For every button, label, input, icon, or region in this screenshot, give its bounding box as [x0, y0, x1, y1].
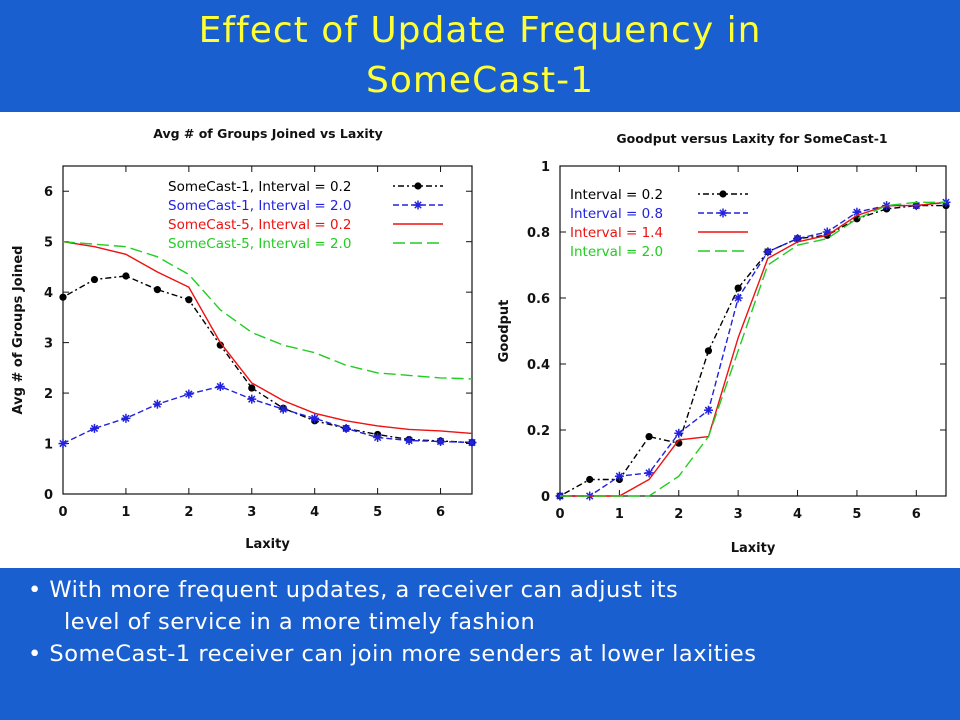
y-tick-label: 0.6 — [527, 292, 550, 307]
data-point — [373, 432, 383, 442]
x-tick-label: 1 — [615, 507, 624, 522]
data-point — [703, 405, 713, 415]
legend-label: Interval = 1.4 — [570, 225, 663, 241]
y-axis-label: Avg # of Groups Joined — [11, 246, 26, 415]
x-axis-label: Laxity — [245, 537, 290, 552]
data-point — [341, 423, 351, 433]
data-point — [58, 439, 68, 449]
plot-frame — [559, 165, 947, 497]
y-tick-label: 5 — [44, 236, 53, 251]
data-point — [310, 413, 320, 423]
x-tick-label: 1 — [121, 505, 130, 520]
series-line-4 — [560, 201, 946, 497]
x-tick-label: 4 — [793, 507, 802, 522]
bullet-item-2: • SomeCast-1 receiver can join more send… — [28, 641, 757, 667]
bullet-item-1-continued: level of service in a more timely fashio… — [64, 609, 536, 635]
data-point — [185, 296, 193, 304]
data-point — [718, 208, 728, 218]
data-point — [90, 275, 99, 284]
data-point — [436, 437, 446, 447]
series-line-3 — [62, 241, 473, 435]
x-tick-label: 0 — [58, 505, 67, 520]
data-point — [763, 247, 773, 257]
data-point — [152, 399, 162, 409]
data-point — [644, 468, 654, 478]
legend-label: SomeCast-1, Interval = 2.0 — [168, 198, 351, 214]
chart-title: Avg # of Groups Joined vs Laxity — [153, 126, 383, 141]
x-tick-label: 2 — [674, 507, 683, 522]
data-point — [153, 286, 161, 294]
legend-label: SomeCast-5, Interval = 2.0 — [168, 236, 351, 252]
x-tick-label: 6 — [436, 505, 445, 520]
groups-joined-chart: Avg # of Groups Joined vs Laxity 0 1 2 3 4 5 6 0… — [11, 126, 477, 552]
data-point — [414, 182, 422, 190]
series-line-1 — [559, 204, 946, 497]
data-point — [719, 190, 727, 198]
data-point — [733, 293, 743, 303]
x-tick-label: 5 — [852, 507, 861, 522]
charts-panel: Avg # of Groups Joined vs Laxity 0 1 2 3 4 5 6 0… — [0, 112, 960, 568]
x-tick-label: 4 — [310, 505, 319, 520]
x-tick-label: 6 — [912, 507, 921, 522]
x-tick-label: 3 — [247, 505, 256, 520]
data-point — [413, 200, 423, 210]
data-point — [404, 436, 414, 446]
legend-label: Interval = 2.0 — [570, 244, 663, 260]
chart-title: Goodput versus Laxity for SomeCast-1 — [616, 131, 887, 146]
bullet-list: • With more frequent updates, a receiver… — [28, 574, 958, 670]
y-tick-label: 1 — [44, 438, 53, 453]
y-tick-label: 0.2 — [527, 424, 550, 439]
bullet-item-1: • With more frequent updates, a receiver… — [28, 577, 679, 603]
data-point — [59, 293, 67, 301]
y-axis-label: Goodput — [497, 300, 512, 363]
data-point — [645, 433, 653, 441]
data-point — [614, 471, 624, 481]
slide-title-line-2: SomeCast-1 — [365, 60, 595, 101]
data-point — [247, 394, 257, 404]
y-tick-label: 6 — [44, 185, 53, 200]
y-tick-label: 0.8 — [527, 226, 550, 241]
title-bar: Effect of Update Frequency in SomeCast-1 — [0, 0, 960, 108]
x-tick-label: 3 — [734, 507, 743, 522]
series-line-1 — [62, 275, 473, 444]
goodput-chart: Goodput versus Laxity for SomeCast-1 0 1 2 3… — [497, 131, 951, 556]
y-tick-label: 2 — [44, 387, 53, 402]
y-tick-label: 0 — [541, 490, 550, 505]
y-tick-label: 3 — [44, 337, 53, 352]
data-point — [215, 382, 225, 392]
data-point — [184, 389, 194, 399]
slide-title-line-1: Effect of Update Frequency in — [198, 10, 762, 51]
data-point — [467, 438, 477, 448]
series-line-4 — [62, 241, 473, 380]
legend-label: SomeCast-5, Interval = 0.2 — [168, 217, 351, 233]
x-tick-label: 0 — [555, 507, 564, 522]
x-tick-label: 2 — [184, 505, 193, 520]
legend-label: Interval = 0.2 — [570, 187, 663, 203]
y-tick-label: 0 — [44, 488, 53, 503]
series-line-2 — [62, 385, 473, 445]
plot-frame — [62, 165, 473, 495]
y-tick-label: 0.4 — [527, 358, 550, 373]
data-point — [89, 423, 99, 433]
data-point — [216, 341, 224, 349]
x-tick-label: 5 — [373, 505, 382, 520]
data-point — [278, 404, 288, 414]
legend-label: SomeCast-1, Interval = 0.2 — [168, 179, 351, 195]
legend-label: Interval = 0.8 — [570, 206, 663, 222]
data-point — [122, 272, 130, 280]
data-point — [704, 347, 713, 355]
y-tick-label: 1 — [541, 160, 550, 175]
data-point — [734, 284, 742, 292]
y-tick-label: 4 — [44, 286, 53, 301]
data-point — [586, 475, 594, 484]
data-point — [121, 413, 131, 423]
data-point — [248, 384, 256, 392]
x-axis-label: Laxity — [731, 541, 776, 556]
data-point — [674, 428, 684, 438]
